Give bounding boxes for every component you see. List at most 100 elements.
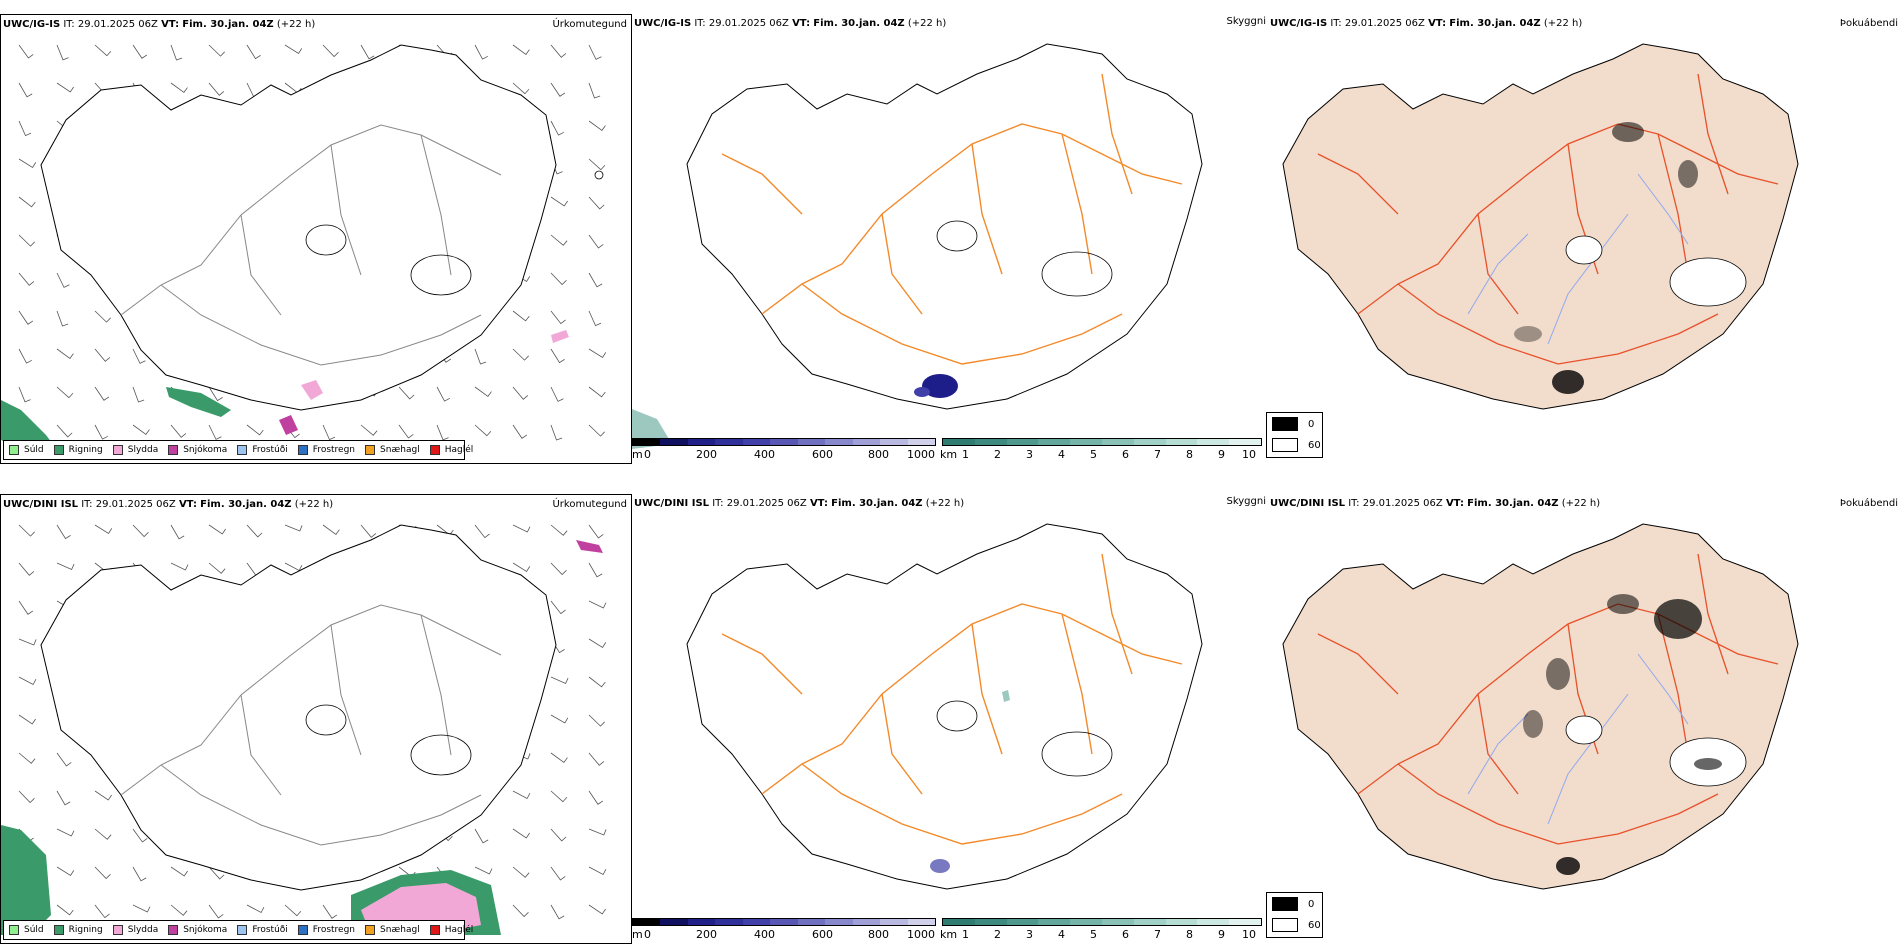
- wind-barb: [56, 310, 69, 327]
- wind-barb: [94, 386, 110, 401]
- wind-barb: [550, 272, 567, 286]
- legend-swatch: [237, 925, 248, 935]
- wind-barb: [550, 196, 568, 207]
- wind-barb: [284, 524, 303, 532]
- wind-barb: [588, 272, 603, 288]
- wind-barb: [18, 790, 35, 804]
- wind-barb: [94, 424, 108, 440]
- wind-barb: [18, 676, 37, 686]
- wind-barb: [512, 424, 528, 439]
- legend-item: Snjókoma: [168, 925, 227, 935]
- wind-barb: [322, 904, 338, 919]
- iceland-coastline: [40, 44, 557, 411]
- wind-barb: [550, 524, 568, 536]
- wind-barb: [18, 386, 31, 403]
- wind-barb: [588, 310, 602, 327]
- colorbar-tick: 0: [644, 928, 651, 941]
- wind-barb: [322, 44, 339, 58]
- wind-barb: [512, 866, 530, 878]
- legend-item: Haglél: [429, 925, 473, 935]
- legend-swatch: [53, 925, 64, 935]
- colorbar-tick: 200: [696, 928, 717, 941]
- wind-barb: [588, 234, 604, 249]
- wind-barb: [588, 562, 603, 578]
- low-cloud-area: [930, 859, 950, 873]
- panel-title: Skyggni: [1226, 496, 1266, 507]
- wind-barb: [588, 866, 607, 876]
- colorbar-tick: 5: [1090, 448, 1097, 461]
- wind-barb: [208, 82, 225, 96]
- wind-barb: [512, 82, 530, 95]
- colorbar-tick: 7: [1154, 928, 1161, 941]
- wind-barb: [512, 44, 530, 55]
- wind-barb: [94, 524, 113, 535]
- wind-barb: [132, 386, 145, 403]
- colorbar-tick: 1: [962, 448, 969, 461]
- wind-barb: [588, 158, 606, 171]
- wind-barb: [18, 600, 34, 615]
- fog-panel-top: UWC/IG-IS IT: 29.01.2025 06Z VT: Fim. 30…: [1268, 14, 1900, 464]
- panel-title: Úrkomutegund: [552, 19, 627, 30]
- legend-swatch: [112, 445, 123, 455]
- wind-barb: [56, 562, 75, 571]
- iceland-coastline: [1282, 43, 1799, 410]
- wind-barb: [246, 524, 263, 538]
- colorbar-tick: 7: [1154, 448, 1161, 461]
- colorbar-strip: [632, 918, 936, 926]
- wind-barb: [94, 904, 110, 919]
- legend-swatch: [112, 925, 123, 935]
- iceland-coastline: [1282, 523, 1799, 890]
- wind-barb: [550, 310, 566, 325]
- glacier-outline: [305, 704, 347, 736]
- wind-barb: [56, 386, 74, 399]
- legend-item: 60: [1272, 918, 1321, 932]
- wind-barb: [132, 866, 147, 882]
- legend-item: 0: [1272, 897, 1314, 911]
- wind-barb: [18, 234, 35, 247]
- wind-barb: [360, 44, 375, 60]
- legend-swatch: [53, 445, 64, 455]
- low-cloud-area: [914, 387, 930, 397]
- fog-area: [1552, 370, 1584, 394]
- road-network: [120, 604, 502, 846]
- wind-barb: [588, 904, 606, 915]
- wind-barb: [170, 562, 189, 571]
- legend-item: Frostúði: [237, 925, 288, 935]
- visibility-panel-bottom: UWC/DINI ISL IT: 29.01.2025 06Z VT: Fim.…: [632, 494, 1268, 944]
- legend-item: Slydda: [112, 925, 158, 935]
- iceland-coastline: [686, 523, 1203, 890]
- precip-type-panel-bottom: UWC/DINI ISL IT: 29.01.2025 06Z VT: Fim.…: [0, 494, 632, 944]
- colorbar-tick: 800: [868, 448, 889, 461]
- river-network: [1467, 653, 1689, 825]
- road-network: [721, 553, 1183, 845]
- precip-type-panel-top: UWC/IG-IS IT: 29.01.2025 06Z VT: Fim. 30…: [0, 14, 632, 464]
- wind-barb: [56, 790, 71, 806]
- legend-item: 60: [1272, 438, 1321, 452]
- wind-barb: [588, 82, 601, 99]
- wind-barb: [56, 904, 74, 916]
- fog-map-top: [1282, 43, 1799, 410]
- wind-barb: [18, 44, 34, 59]
- wind-barb: [474, 44, 488, 60]
- colorbar-tick: 600: [812, 928, 833, 941]
- panel-header: UWC/IG-IS IT: 29.01.2025 06Z VT: Fim. 30…: [3, 19, 316, 30]
- road-network: [120, 124, 502, 366]
- wind-barb: [588, 828, 607, 836]
- panel-header: UWC/IG-IS IT: 29.01.2025 06Z VT: Fim. 30…: [1270, 18, 1583, 29]
- wind-barb: [56, 828, 75, 837]
- colorbar-tick: 3: [1026, 928, 1033, 941]
- wind-barb: [18, 562, 35, 576]
- wind-barb: [18, 310, 34, 325]
- rain-area: [166, 387, 231, 417]
- colorbar-tick: 3: [1026, 448, 1033, 461]
- colorbar-tick: 2: [994, 928, 1001, 941]
- wind-barb: [56, 752, 72, 767]
- wind-barb: [588, 752, 605, 766]
- wind-barb: [550, 866, 566, 881]
- fog-area: [1546, 658, 1570, 690]
- iceland-coastline: [40, 524, 557, 891]
- wind-barb: [512, 348, 529, 361]
- glacier-area: [1669, 257, 1747, 307]
- wind-barb: [588, 600, 607, 609]
- wind-barb: [94, 866, 111, 880]
